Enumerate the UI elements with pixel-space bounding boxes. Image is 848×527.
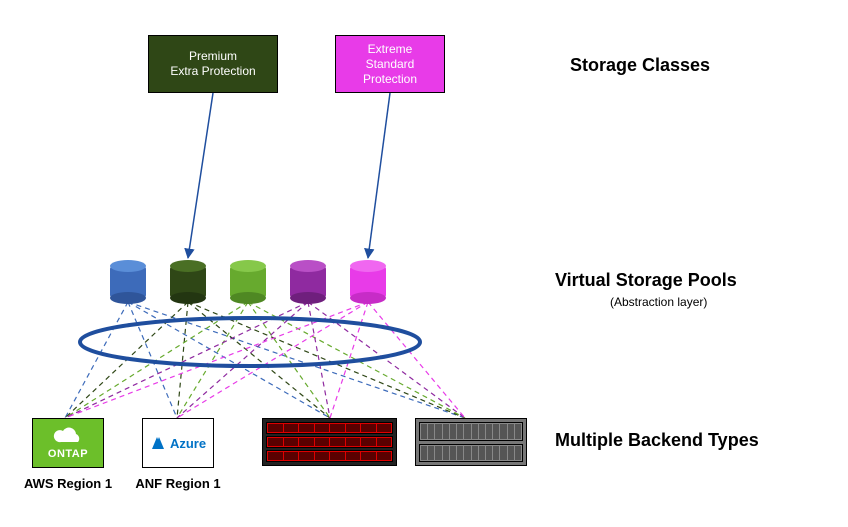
azure-icon bbox=[150, 435, 166, 451]
backend-storage-rack bbox=[262, 418, 397, 466]
backend-server bbox=[415, 418, 527, 466]
storage-pool-cylinder bbox=[290, 260, 326, 304]
backend-azure: Azure bbox=[142, 418, 214, 468]
storage-pool-cylinder bbox=[350, 260, 386, 304]
storage-pool-cylinder bbox=[230, 260, 266, 304]
backend-ontap: ONTAP bbox=[32, 418, 104, 468]
heading-virtual-storage-pools: Virtual Storage Pools bbox=[555, 270, 737, 291]
storage-pool-cylinder bbox=[170, 260, 206, 304]
subheading-abstraction-layer: (Abstraction layer) bbox=[610, 295, 707, 309]
backend-label-anf: ANF Region 1 bbox=[130, 476, 226, 491]
cloud-icon bbox=[51, 426, 85, 446]
storage-pool-cylinder bbox=[110, 260, 146, 304]
diagram-stage: PremiumExtra Protection ExtremeStandardP… bbox=[0, 0, 848, 527]
heading-storage-classes: Storage Classes bbox=[570, 55, 710, 76]
storage-class-extreme: ExtremeStandardProtection bbox=[335, 35, 445, 93]
heading-backend-types: Multiple Backend Types bbox=[555, 430, 759, 451]
ontap-label: ONTAP bbox=[48, 448, 88, 460]
backend-label-aws: AWS Region 1 bbox=[20, 476, 116, 491]
storage-class-premium: PremiumExtra Protection bbox=[148, 35, 278, 93]
azure-label: Azure bbox=[170, 436, 206, 451]
